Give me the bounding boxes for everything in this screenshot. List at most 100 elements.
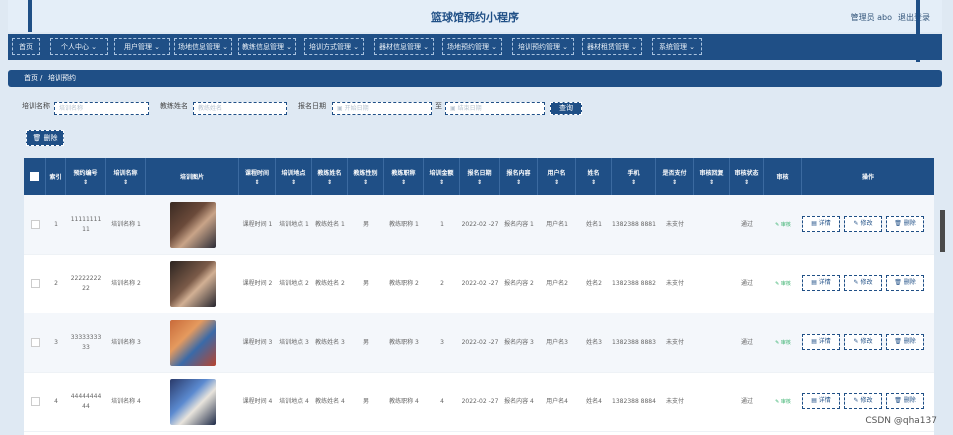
nav-users[interactable]: 用户管理 ⌄ bbox=[114, 38, 170, 55]
detail-label: 详情 bbox=[818, 338, 831, 345]
nav-equipment[interactable]: 器材信息管理 ⌄ bbox=[374, 38, 434, 55]
col-paid[interactable]: 是否支付 ⇕ bbox=[656, 158, 694, 195]
nav-rental[interactable]: 器材租赁管理 ⌄ bbox=[582, 38, 642, 55]
nav-training-booking[interactable]: 培训预约管理 ⌄ bbox=[512, 38, 574, 55]
cell-coach-title: 教练职称 2 bbox=[389, 279, 419, 287]
delete-button[interactable]: 🗑 删除 bbox=[886, 334, 924, 350]
col-booking-no[interactable]: 预约编号 ⇕ bbox=[66, 158, 106, 195]
cell-coach-gender: 男 bbox=[362, 338, 369, 346]
breadcrumb-home[interactable]: 首页 bbox=[24, 74, 38, 82]
row-checkbox[interactable] bbox=[24, 195, 46, 254]
cell-signup-date: 2022-02 -27 bbox=[461, 397, 499, 405]
col-label: 操作 bbox=[861, 174, 874, 181]
col-status[interactable]: 审核状态 ⇕ bbox=[730, 158, 764, 195]
coach-input[interactable]: 教练姓名 bbox=[193, 102, 287, 115]
nav-profile[interactable]: 个人中心 ⌄ bbox=[50, 38, 108, 55]
col-label: 审核 bbox=[776, 174, 789, 181]
edit-label: 修改 bbox=[860, 220, 873, 227]
col-phone[interactable]: 手机 ⇕ bbox=[612, 158, 656, 195]
detail-icon: ▤ bbox=[811, 279, 817, 286]
calendar-icon: ▣ bbox=[450, 105, 456, 112]
detail-icon: ▤ bbox=[811, 220, 817, 227]
cell-username: 用户名3 bbox=[546, 338, 568, 346]
cell-username: 用户名2 bbox=[546, 279, 568, 287]
delete-label: 删除 bbox=[903, 338, 916, 345]
audit-link[interactable]: ✎ 审核 bbox=[764, 195, 802, 254]
cell-reply bbox=[694, 195, 730, 254]
col-label: 审核回复 bbox=[699, 169, 724, 177]
detail-button[interactable]: ▤ 详情 bbox=[802, 275, 840, 291]
col-realname[interactable]: 姓名 ⇕ bbox=[576, 158, 612, 195]
detail-label: 详情 bbox=[818, 397, 831, 404]
bulk-delete-button[interactable]: 🗑 删除 bbox=[26, 130, 64, 146]
date-start-input[interactable]: ▣ 开始日期 bbox=[332, 102, 432, 115]
col-username[interactable]: 用户名 ⇕ bbox=[538, 158, 576, 195]
row-checkbox[interactable] bbox=[24, 313, 46, 372]
col-training-name[interactable]: 培训名称 ⇕ bbox=[106, 158, 146, 195]
col-label: 报名日期 bbox=[467, 169, 492, 177]
col-place[interactable]: 培训地点 ⇕ bbox=[276, 158, 312, 195]
logout-link[interactable]: 退出登录 bbox=[898, 13, 930, 22]
vertical-scrollbar[interactable] bbox=[940, 210, 945, 252]
row-checkbox[interactable] bbox=[24, 254, 46, 313]
breadcrumb: 首页 / 培训预约 bbox=[8, 70, 942, 87]
col-coach-name[interactable]: 教练姓名 ⇕ bbox=[312, 158, 348, 195]
date-label: 报名日期 bbox=[298, 102, 326, 110]
edit-button[interactable]: ✎ 修改 bbox=[844, 393, 882, 409]
cell-paid: 未支付 bbox=[665, 338, 684, 346]
detail-label: 详情 bbox=[818, 279, 831, 286]
delete-button[interactable]: 🗑 删除 bbox=[886, 216, 924, 232]
cell-phone: 1382388 8881 bbox=[612, 220, 656, 228]
col-training-image[interactable]: 培训图片 bbox=[146, 158, 239, 195]
audit-link[interactable]: ✎ 审核 bbox=[764, 372, 802, 431]
sort-icon: ⇕ bbox=[122, 178, 129, 186]
col-coach-gender[interactable]: 教练性别 ⇕ bbox=[348, 158, 384, 195]
nav-venue-booking[interactable]: 场地预约管理 ⌄ bbox=[442, 38, 502, 55]
nav-venue[interactable]: 场地信息管理 ⌄ bbox=[174, 38, 232, 55]
col-label: 教练姓名 bbox=[317, 169, 342, 177]
date-end-input[interactable]: ▣ 结束日期 bbox=[445, 102, 545, 115]
edit-button[interactable]: ✎ 修改 bbox=[844, 275, 882, 291]
date-end-placeholder: 结束日期 bbox=[457, 105, 482, 112]
col-actions: 操作 bbox=[802, 158, 934, 195]
detail-button[interactable]: ▤ 详情 bbox=[802, 334, 840, 350]
edit-label: 修改 bbox=[860, 279, 873, 286]
detail-button[interactable]: ▤ 详情 bbox=[802, 393, 840, 409]
col-course-time[interactable]: 课程时间 ⇕ bbox=[239, 158, 276, 195]
search-button[interactable]: 查询 bbox=[550, 102, 582, 115]
nav-home[interactable]: 首页 bbox=[12, 38, 40, 55]
select-all-checkbox[interactable] bbox=[24, 158, 46, 195]
nav-coach[interactable]: 教练信息管理 ⌄ bbox=[238, 38, 296, 55]
edit-button[interactable]: ✎ 修改 bbox=[844, 216, 882, 232]
decor-bar-right bbox=[916, 0, 920, 62]
row-checkbox[interactable] bbox=[24, 372, 46, 431]
delete-button[interactable]: 🗑 删除 bbox=[886, 393, 924, 409]
col-index[interactable]: 索引 bbox=[46, 158, 66, 195]
trash-icon: 🗑 bbox=[894, 220, 902, 227]
nav-training-type[interactable]: 培训方式管理 ⌄ bbox=[304, 38, 364, 55]
detail-button[interactable]: ▤ 详情 bbox=[802, 216, 840, 232]
cell-signup-content: 报名内容 1 bbox=[504, 220, 534, 228]
col-signup-date[interactable]: 报名日期 ⇕ bbox=[460, 158, 500, 195]
breadcrumb-separator: / bbox=[40, 74, 43, 82]
name-input[interactable]: 培训名称 bbox=[54, 102, 149, 115]
delete-button[interactable]: 🗑 删除 bbox=[886, 275, 924, 291]
col-label: 审核状态 bbox=[734, 169, 759, 177]
col-reply[interactable]: 审核回复 ⇕ bbox=[694, 158, 730, 195]
col-signup-content[interactable]: 报名内容 ⇕ bbox=[500, 158, 538, 195]
nav-system[interactable]: 系统管理 ⌄ bbox=[652, 38, 702, 55]
col-coach-title[interactable]: 教练职称 ⇕ bbox=[384, 158, 424, 195]
col-audit[interactable]: 审核 bbox=[764, 158, 802, 195]
audit-label: 审核 bbox=[780, 221, 791, 228]
audit-link[interactable]: ✎ 审核 bbox=[764, 254, 802, 313]
app-title: 篮球馆预约小程序 bbox=[431, 11, 519, 24]
nav-label: 器材租赁管理 bbox=[586, 43, 629, 51]
cell-username: 用户名1 bbox=[546, 220, 568, 228]
nav-label: 培训方式管理 bbox=[308, 43, 351, 51]
cell-coach-name: 教练姓名 1 bbox=[315, 220, 345, 228]
table-row: 4 44444444 44 培训名称 4 课程时间 4 培训地点 4 教练姓名 … bbox=[24, 372, 934, 432]
audit-link[interactable]: ✎ 审核 bbox=[764, 313, 802, 372]
training-photo bbox=[169, 319, 216, 366]
edit-button[interactable]: ✎ 修改 bbox=[844, 334, 882, 350]
col-amount[interactable]: 培训金额 ⇕ bbox=[424, 158, 460, 195]
